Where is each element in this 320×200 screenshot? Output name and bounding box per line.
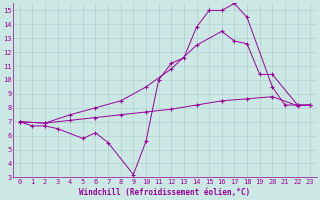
X-axis label: Windchill (Refroidissement éolien,°C): Windchill (Refroidissement éolien,°C) — [79, 188, 251, 197]
